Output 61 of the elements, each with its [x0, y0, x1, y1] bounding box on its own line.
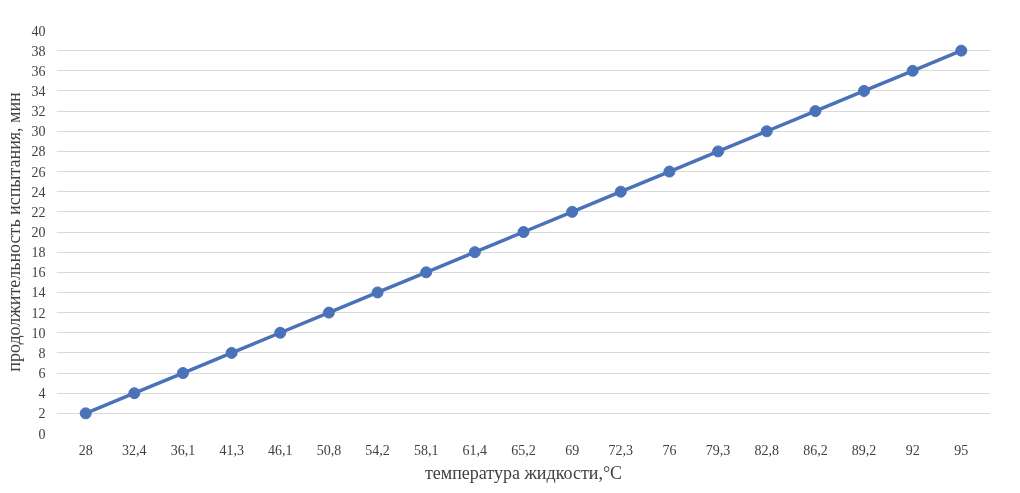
point: [760, 125, 773, 138]
x-tick-label: 46,1: [268, 442, 293, 458]
y-tick-label: 26: [31, 164, 46, 180]
x-tick-label: 89,2: [851, 442, 877, 458]
y-tick-label: 0: [38, 426, 46, 442]
y-tick-label: 24: [31, 184, 46, 200]
x-tick-label: 61,4: [462, 442, 488, 458]
x-tick-label: 82,8: [754, 442, 779, 458]
x-tick-label: 79,3: [705, 442, 731, 458]
y-tick-label: 36: [31, 63, 46, 79]
y-tick-label: 18: [31, 245, 46, 261]
y-tick-label: 8: [38, 345, 46, 361]
y-tick-label: 28: [31, 144, 46, 160]
y-tick-label: 16: [31, 265, 46, 281]
x-tick-label: 86,2: [803, 442, 828, 458]
y-tick-label: 32: [31, 104, 46, 120]
y-tick-label: 2: [38, 406, 46, 422]
point: [566, 205, 579, 218]
point: [128, 387, 141, 400]
x-tick-label: 28: [78, 442, 93, 458]
point: [906, 64, 919, 77]
y-tick-label: 38: [31, 43, 46, 59]
x-tick-label: 92: [905, 442, 920, 458]
point: [225, 346, 238, 359]
x-tick-label: 69: [565, 442, 580, 458]
y-tick-label: 10: [31, 325, 46, 341]
y-tick-label: 22: [31, 204, 46, 220]
y-axis-title: продолжительность испытания, мин: [3, 91, 24, 372]
y-tick-label: 30: [31, 124, 46, 140]
x-tick-label: 41,3: [219, 442, 244, 458]
x-tick-label: 36,1: [170, 442, 196, 458]
point: [809, 105, 822, 118]
point: [712, 145, 725, 158]
x-tick-label: 65,2: [511, 442, 536, 458]
point: [274, 326, 287, 339]
y-tick-label: 20: [31, 225, 46, 240]
point: [79, 407, 92, 420]
y-tick-label: 40: [31, 23, 46, 39]
point: [517, 226, 530, 238]
x-tick-label: 54,2: [365, 442, 390, 458]
y-tick-label: 14: [31, 285, 46, 301]
point: [468, 246, 481, 259]
point: [955, 44, 968, 57]
point: [371, 286, 384, 299]
y-tick-label: 6: [38, 366, 46, 382]
y-tick-label: 4: [38, 386, 46, 402]
point: [322, 306, 335, 319]
point: [176, 367, 189, 380]
x-tick-label: 32,4: [122, 442, 147, 458]
x-tick-label: 50,8: [316, 442, 342, 458]
x-tick-label: 58,1: [413, 442, 439, 458]
point: [420, 266, 433, 279]
point: [614, 185, 627, 198]
x-tick-label: 72,3: [608, 442, 634, 458]
y-tick-label: 34: [31, 83, 46, 99]
x-axis-title: температура жидкости,°С: [424, 462, 623, 483]
y-tick-label: 12: [31, 305, 46, 321]
x-tick-label: 76: [662, 442, 677, 458]
point: [858, 84, 871, 97]
point: [663, 165, 676, 178]
x-tick-label: 95: [954, 442, 969, 458]
